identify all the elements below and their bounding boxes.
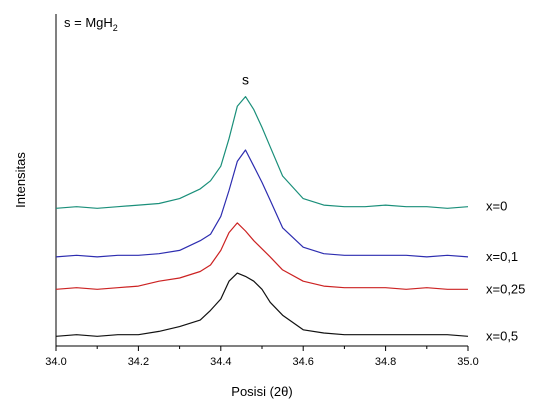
- phase-note: s = MgH2: [64, 15, 118, 33]
- x-tick-label: 34.4: [210, 356, 231, 368]
- series-label-2: x=0,25: [486, 281, 525, 296]
- series-label-1: x=0,1: [486, 249, 518, 264]
- series-line-1: [55, 149, 469, 258]
- series-label-3: x=0,5: [486, 328, 518, 343]
- x-ticks: 34.0 34.2 34.4 34.6 34.8 35.0: [45, 346, 479, 368]
- axes: 34.0 34.2 34.4 34.6 34.8 35.0: [45, 14, 479, 368]
- y-axis-title: Intensitas: [13, 152, 28, 208]
- phase-note-prefix: s = MgH: [64, 15, 113, 30]
- series-line-0: [55, 95, 469, 209]
- series-group: [55, 95, 469, 337]
- x-axis-title: Posisi (2θ): [231, 384, 292, 399]
- x-tick-label: 34.6: [292, 356, 313, 368]
- series-line-2: [55, 222, 468, 290]
- x-tick-label: 34.8: [375, 356, 396, 368]
- x-tick-label: 35.0: [457, 356, 478, 368]
- x-tick-label: 34.0: [45, 356, 66, 368]
- series-label-0: x=0: [486, 199, 507, 214]
- peak-annotation: s: [242, 72, 249, 88]
- series-labels: x=0 x=0,1 x=0,25 x=0,5: [486, 199, 525, 344]
- series-line-3: [55, 272, 469, 337]
- phase-note-subscript: 2: [113, 23, 118, 33]
- x-tick-label: 34.2: [128, 356, 149, 368]
